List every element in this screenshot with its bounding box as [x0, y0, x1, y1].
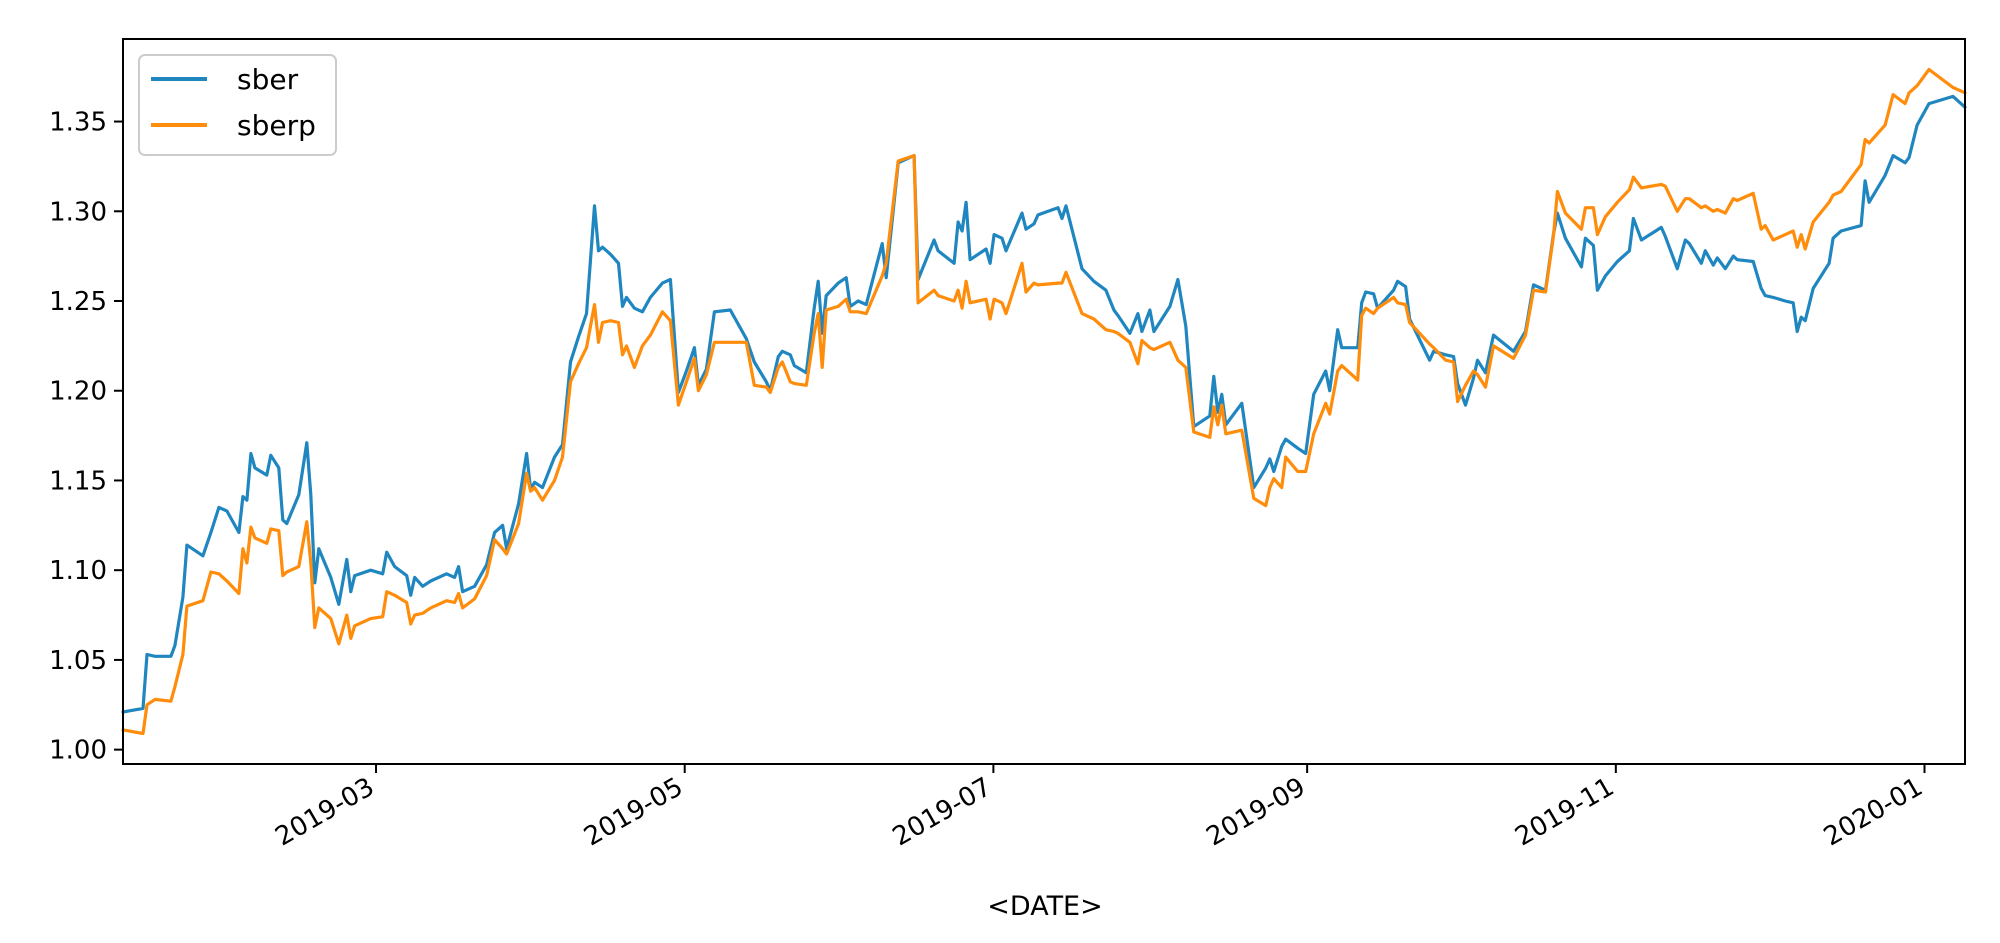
- y-tick-label: 1.05: [49, 646, 107, 676]
- series-layer: [121, 67, 1967, 736]
- y-tick-label: 1.00: [49, 736, 107, 766]
- series-line-sberp: [121, 67, 1967, 736]
- y-tick-label: 1.15: [49, 466, 107, 496]
- series-line-sber: [121, 94, 1967, 714]
- axes-frame: [122, 38, 1966, 765]
- y-tick-label: 1.35: [49, 108, 107, 138]
- y-tick-label: 1.20: [49, 377, 107, 407]
- plot-area: [121, 38, 1967, 765]
- y-tick-label: 1.10: [49, 556, 107, 586]
- x-axis-label: <DATE>: [987, 891, 1103, 922]
- y-tick-label: 1.25: [49, 287, 107, 317]
- y-tick-label: 1.30: [49, 197, 107, 227]
- y-axis: 1.00 1.05 1.10 1.15 1.20 1.25 1.30 1.35: [49, 108, 123, 766]
- legend: sber sberp: [138, 54, 337, 156]
- legend-label-sber: sber: [237, 63, 299, 96]
- legend-label-sberp: sberp: [237, 109, 316, 142]
